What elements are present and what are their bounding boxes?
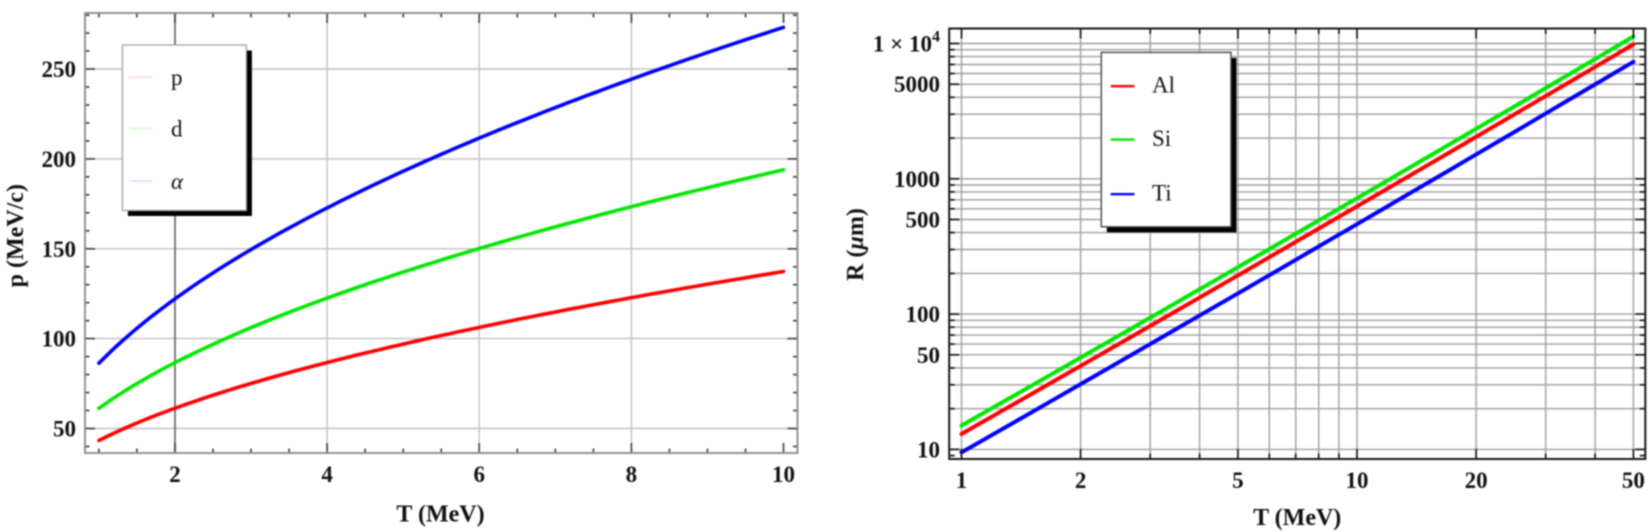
svg-text:Al: Al [1152, 73, 1175, 98]
svg-text:500: 500 [906, 208, 941, 233]
svg-text:50: 50 [1622, 468, 1645, 493]
svg-text:100: 100 [42, 327, 77, 352]
svg-text:10: 10 [772, 462, 795, 487]
svg-text:20: 20 [1465, 468, 1488, 493]
svg-text:R (μm): R (μm) [843, 208, 869, 281]
svg-text:5: 5 [1232, 468, 1244, 493]
svg-text:2: 2 [1075, 468, 1087, 493]
svg-text:50: 50 [53, 417, 76, 442]
svg-text:p (MeV/c): p (MeV/c) [3, 184, 29, 287]
svg-text:6: 6 [473, 462, 485, 487]
svg-text:100: 100 [906, 302, 941, 327]
svg-text:250: 250 [42, 57, 77, 82]
svg-text:d: d [171, 116, 183, 141]
svg-text:1: 1 [956, 468, 968, 493]
svg-text:10: 10 [917, 437, 940, 462]
svg-text:2: 2 [169, 462, 181, 487]
svg-text:T (MeV): T (MeV) [396, 502, 484, 528]
svg-text:200: 200 [42, 147, 77, 172]
svg-text:1 × 104: 1 × 104 [873, 29, 940, 57]
svg-text:4: 4 [321, 462, 333, 487]
svg-text:Si: Si [1152, 126, 1171, 151]
svg-text:α: α [171, 169, 184, 194]
svg-text:50: 50 [917, 343, 940, 368]
svg-text:T (MeV): T (MeV) [1253, 505, 1341, 531]
svg-text:5000: 5000 [894, 72, 940, 97]
svg-text:150: 150 [42, 237, 77, 262]
svg-text:p: p [171, 65, 183, 90]
svg-text:8: 8 [626, 462, 638, 487]
svg-text:1000: 1000 [894, 167, 940, 192]
svg-text:10: 10 [1346, 468, 1369, 493]
svg-text:Ti: Ti [1152, 181, 1172, 206]
